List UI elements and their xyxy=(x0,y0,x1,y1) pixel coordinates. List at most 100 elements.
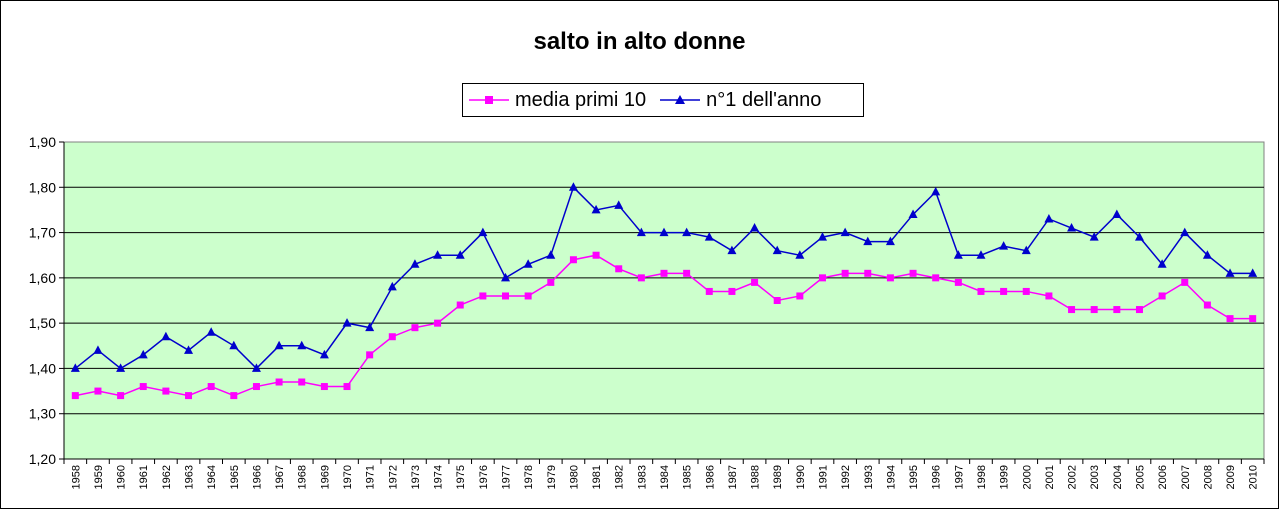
data-point-media xyxy=(728,287,736,295)
data-point-media xyxy=(977,287,985,295)
chart-title: salto in alto donne xyxy=(533,28,746,55)
data-point-n1 xyxy=(161,331,171,341)
y-tick-label: 1,20 xyxy=(29,451,56,467)
data-point-n1 xyxy=(976,250,986,259)
data-point-media xyxy=(796,292,804,300)
x-tick-label: 1978 xyxy=(523,465,535,489)
data-point-media xyxy=(1045,292,1053,300)
data-point-n1 xyxy=(568,182,578,191)
data-point-n1 xyxy=(546,250,556,259)
square-marker-icon xyxy=(469,96,509,104)
x-tick-label: 1984 xyxy=(659,465,671,489)
data-point-n1 xyxy=(817,232,827,241)
x-tick-label: 2008 xyxy=(1202,465,1214,489)
x-tick-label: 1958 xyxy=(70,465,82,489)
data-point-n1 xyxy=(1089,232,1099,241)
x-tick-label: 1992 xyxy=(840,465,852,489)
data-point-n1 xyxy=(659,227,669,237)
data-point-media xyxy=(1022,287,1030,295)
data-point-n1 xyxy=(1202,250,1212,259)
x-tick-label: 1988 xyxy=(750,465,762,489)
x-tick-label: 1986 xyxy=(704,465,716,489)
data-point-media xyxy=(1226,315,1234,323)
data-point-n1 xyxy=(116,363,126,372)
data-point-n1 xyxy=(953,250,963,259)
plot-background xyxy=(63,141,1265,460)
data-point-n1 xyxy=(70,363,80,372)
x-tick-label: 1990 xyxy=(795,465,807,489)
x-tick-label: 1981 xyxy=(591,465,603,489)
y-tick-label: 1,70 xyxy=(29,225,56,241)
x-tick-label: 2006 xyxy=(1157,465,1169,489)
x-tick-label: 1994 xyxy=(885,465,897,489)
x-tick-label: 1966 xyxy=(251,465,263,489)
data-point-n1 xyxy=(1067,223,1077,232)
data-point-media xyxy=(1000,287,1008,295)
data-point-media xyxy=(185,392,193,400)
data-point-n1 xyxy=(750,223,760,232)
data-point-media xyxy=(207,383,215,391)
legend-item-media: media primi 10 xyxy=(469,89,646,112)
data-point-media xyxy=(1158,292,1166,300)
x-tick-label: 1963 xyxy=(184,465,196,489)
data-point-media xyxy=(320,383,328,391)
data-point-n1 xyxy=(1157,259,1167,268)
x-tick-label: 1982 xyxy=(614,465,626,489)
data-point-media xyxy=(230,392,238,400)
data-point-media xyxy=(886,274,894,282)
legend-label-n1: n°1 dell'anno xyxy=(706,88,822,111)
data-point-n1 xyxy=(93,345,103,354)
legend-item-n1: n°1 dell'anno xyxy=(660,89,821,112)
data-point-n1 xyxy=(1044,213,1054,223)
data-point-n1 xyxy=(410,259,420,268)
triangle-marker-icon xyxy=(660,95,701,104)
data-point-n1 xyxy=(1021,245,1031,255)
data-point-media xyxy=(864,269,872,277)
data-point-n1 xyxy=(1180,227,1190,237)
data-point-n1 xyxy=(931,186,941,196)
data-point-n1 xyxy=(433,250,443,259)
data-point-n1 xyxy=(184,345,194,354)
data-point-n1 xyxy=(1225,268,1235,277)
x-tick-label: 1976 xyxy=(478,465,490,489)
x-tick-label: 1989 xyxy=(772,465,784,489)
data-point-media xyxy=(683,269,691,277)
x-tick-label: 1980 xyxy=(568,465,580,489)
data-point-media xyxy=(751,278,759,286)
x-tick-label: 2007 xyxy=(1180,465,1192,489)
data-point-media xyxy=(637,274,645,282)
data-point-media xyxy=(569,256,577,264)
data-point-media xyxy=(366,351,374,359)
x-tick-label: 2003 xyxy=(1089,465,1101,489)
data-point-media xyxy=(388,333,396,341)
data-point-n1 xyxy=(342,318,352,327)
data-point-media xyxy=(343,383,351,391)
legend: media primi 10 n°1 dell'anno xyxy=(462,83,864,117)
y-tick-label: 1,40 xyxy=(29,360,56,376)
data-point-media xyxy=(298,378,306,386)
x-tick-label: 1971 xyxy=(365,465,377,489)
data-point-media xyxy=(411,324,419,332)
x-tick-label: 2001 xyxy=(1044,465,1056,489)
data-point-media xyxy=(841,269,849,277)
x-tick-label: 1974 xyxy=(433,465,445,489)
x-tick-label: 2000 xyxy=(1021,465,1033,489)
data-point-n1 xyxy=(999,241,1009,250)
x-tick-label: 1970 xyxy=(342,465,354,489)
data-point-n1 xyxy=(206,327,216,336)
data-point-media xyxy=(1203,301,1211,309)
data-point-n1 xyxy=(455,250,465,259)
x-tick-label: 1997 xyxy=(953,465,965,489)
x-tick-label: 1968 xyxy=(297,465,309,489)
data-point-media xyxy=(162,387,170,395)
x-tick-label: 1973 xyxy=(410,465,422,489)
data-point-media xyxy=(547,278,555,286)
data-point-n1 xyxy=(1248,268,1258,277)
data-point-n1 xyxy=(840,227,850,237)
data-point-media xyxy=(1181,278,1189,286)
data-point-media xyxy=(1090,306,1098,314)
data-point-media xyxy=(1135,306,1143,314)
x-tick-label: 1983 xyxy=(636,465,648,489)
data-point-n1 xyxy=(795,250,805,259)
